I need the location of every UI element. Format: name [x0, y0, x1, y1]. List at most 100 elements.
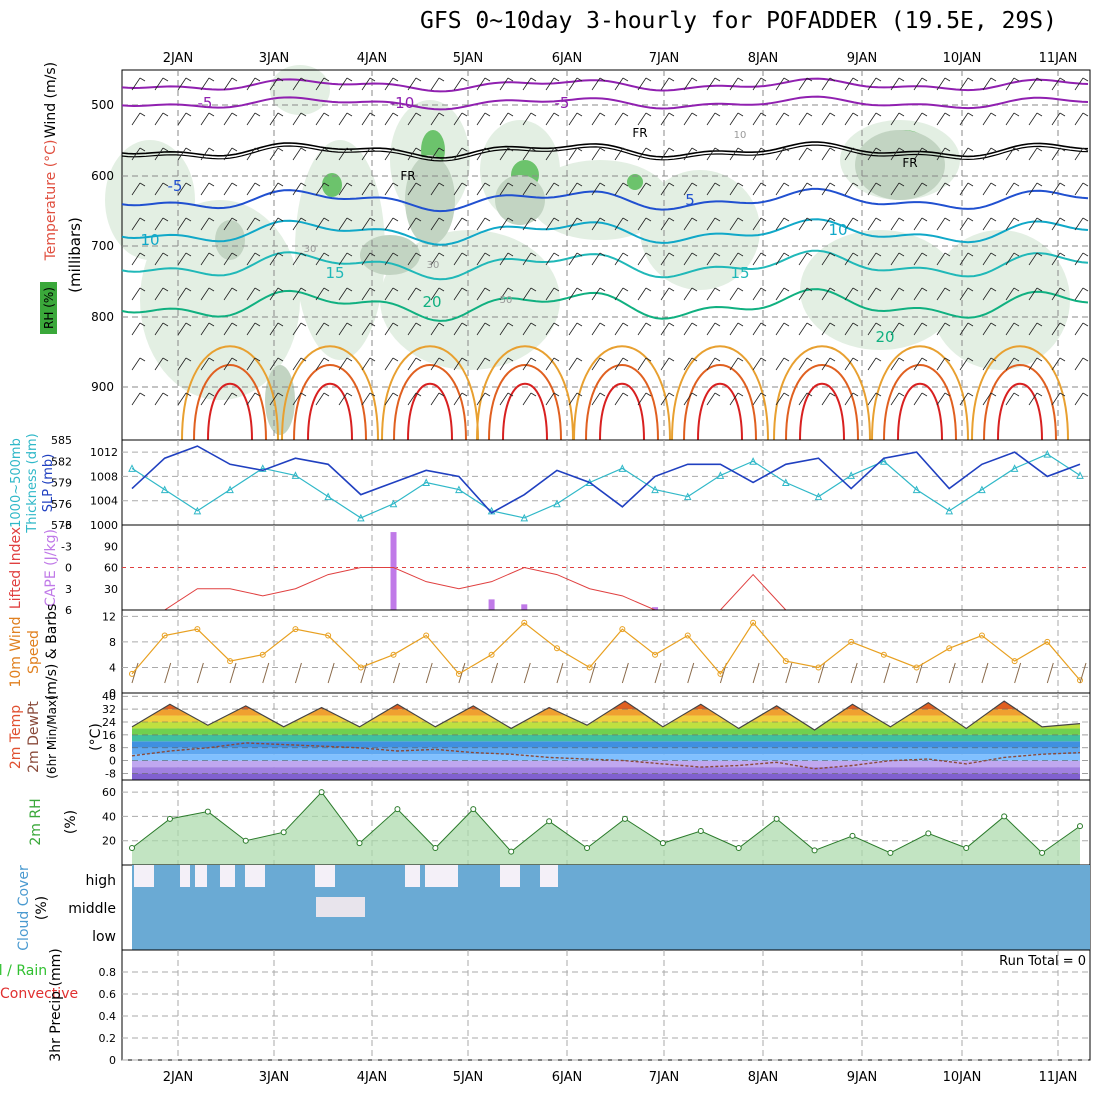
wind-barb	[392, 322, 399, 327]
wind-barb	[890, 287, 900, 301]
pressure-axis-label: (millibars)	[66, 217, 84, 293]
wind-barb	[1074, 252, 1084, 266]
wind-barb	[545, 392, 555, 406]
wind-barb	[139, 252, 146, 257]
wind-barb	[292, 77, 302, 91]
wind-barb	[913, 252, 923, 266]
wind-barb	[852, 322, 859, 327]
wind-barb	[706, 147, 716, 161]
wind-barb	[806, 77, 813, 82]
wind-barb	[231, 112, 238, 117]
wind-barb	[660, 217, 670, 231]
wind-marker	[1044, 638, 1051, 645]
wind-barb	[269, 392, 279, 406]
wind-barb	[254, 77, 261, 82]
wind-marker	[880, 651, 887, 658]
wind-barb	[944, 287, 951, 292]
wind-barb	[959, 77, 969, 91]
cloud-background	[132, 865, 1090, 950]
wind-barb	[798, 252, 808, 266]
wind-barb	[821, 217, 831, 231]
temperature-contour	[281, 345, 379, 441]
wind-barb	[660, 77, 670, 91]
wind-barb	[1013, 252, 1020, 257]
wind-barb	[384, 217, 394, 231]
wind-barb	[131, 322, 141, 336]
wind-barb	[752, 357, 762, 371]
wind-barb	[967, 147, 974, 152]
wind-barb	[944, 147, 951, 152]
date-label-bottom: 2JAN	[163, 1070, 194, 1085]
rh-marker	[887, 849, 894, 856]
wind-marker	[390, 651, 397, 658]
cloud-high-block	[540, 865, 558, 887]
wind-barb	[921, 217, 928, 222]
wind-barb	[277, 147, 284, 152]
wind-barb	[1036, 147, 1043, 152]
wind-barb	[1013, 392, 1020, 397]
wind-barb	[775, 217, 785, 231]
wind-barb	[913, 77, 923, 91]
wind-barb	[177, 147, 187, 161]
wind-barb	[829, 112, 836, 117]
wind-barb	[1082, 217, 1089, 222]
wind-barb	[229, 662, 237, 684]
wind-barb	[384, 322, 394, 336]
thickness-marker	[912, 485, 921, 494]
precip-tick: 0.4	[99, 1010, 117, 1023]
wind-barb	[208, 112, 215, 117]
wind-barb	[162, 357, 169, 362]
temperature-contour	[997, 382, 1043, 441]
wind-barb	[775, 392, 785, 406]
wind-barb	[921, 252, 928, 257]
wind-barb	[967, 322, 974, 327]
wind-barb	[484, 287, 491, 292]
wind-barb	[706, 217, 716, 231]
wind-barb	[1051, 77, 1061, 91]
date-label-bottom: 11JAN	[1039, 1070, 1078, 1085]
wind-barb	[231, 182, 238, 187]
wind-barb	[990, 77, 997, 82]
wind-barb	[829, 182, 836, 187]
wind-barb	[959, 217, 969, 231]
wind-barb	[691, 77, 698, 82]
wind-barb	[806, 287, 813, 292]
wind-barb	[1028, 252, 1038, 266]
temperature-contour	[393, 364, 467, 441]
wind-barb	[461, 252, 468, 257]
chart-title: GFS 0~10day 3-hourly for POFADDER (19.5E…	[420, 8, 1057, 34]
wind-barb	[154, 147, 164, 161]
wind-barb	[890, 252, 900, 266]
wind-barb	[660, 252, 670, 266]
li-tick: 3	[65, 583, 72, 596]
wind-barb	[783, 112, 790, 117]
rh-shade-mid	[855, 130, 945, 200]
wind-barb	[806, 357, 813, 362]
wind-barb	[668, 252, 675, 257]
wind-barb	[959, 252, 969, 266]
wind-barb	[890, 182, 900, 196]
temp-tick: 32	[102, 703, 116, 716]
wind-barb	[1059, 287, 1066, 292]
date-label-bottom: 5JAN	[453, 1070, 484, 1085]
wind-barb	[522, 322, 532, 336]
wind-barb	[737, 322, 744, 327]
precip-panel	[121, 949, 1091, 1061]
wind-barb	[361, 287, 371, 301]
wind-barb	[346, 287, 353, 292]
wind-barb	[806, 147, 813, 152]
thickness-marker	[160, 485, 169, 494]
wind-barb	[522, 217, 532, 231]
cape-tick: 90	[104, 540, 118, 553]
wind-barb	[407, 182, 417, 196]
wind-barb	[1074, 182, 1084, 196]
wind-barb	[1028, 322, 1038, 336]
wind-barb	[292, 287, 302, 301]
wind-barb	[1082, 287, 1089, 292]
wind-barb	[254, 252, 261, 257]
wind-barb	[346, 252, 353, 257]
wind-barb	[269, 357, 279, 371]
thickness-marker	[978, 485, 986, 494]
wind-barb	[775, 322, 785, 336]
